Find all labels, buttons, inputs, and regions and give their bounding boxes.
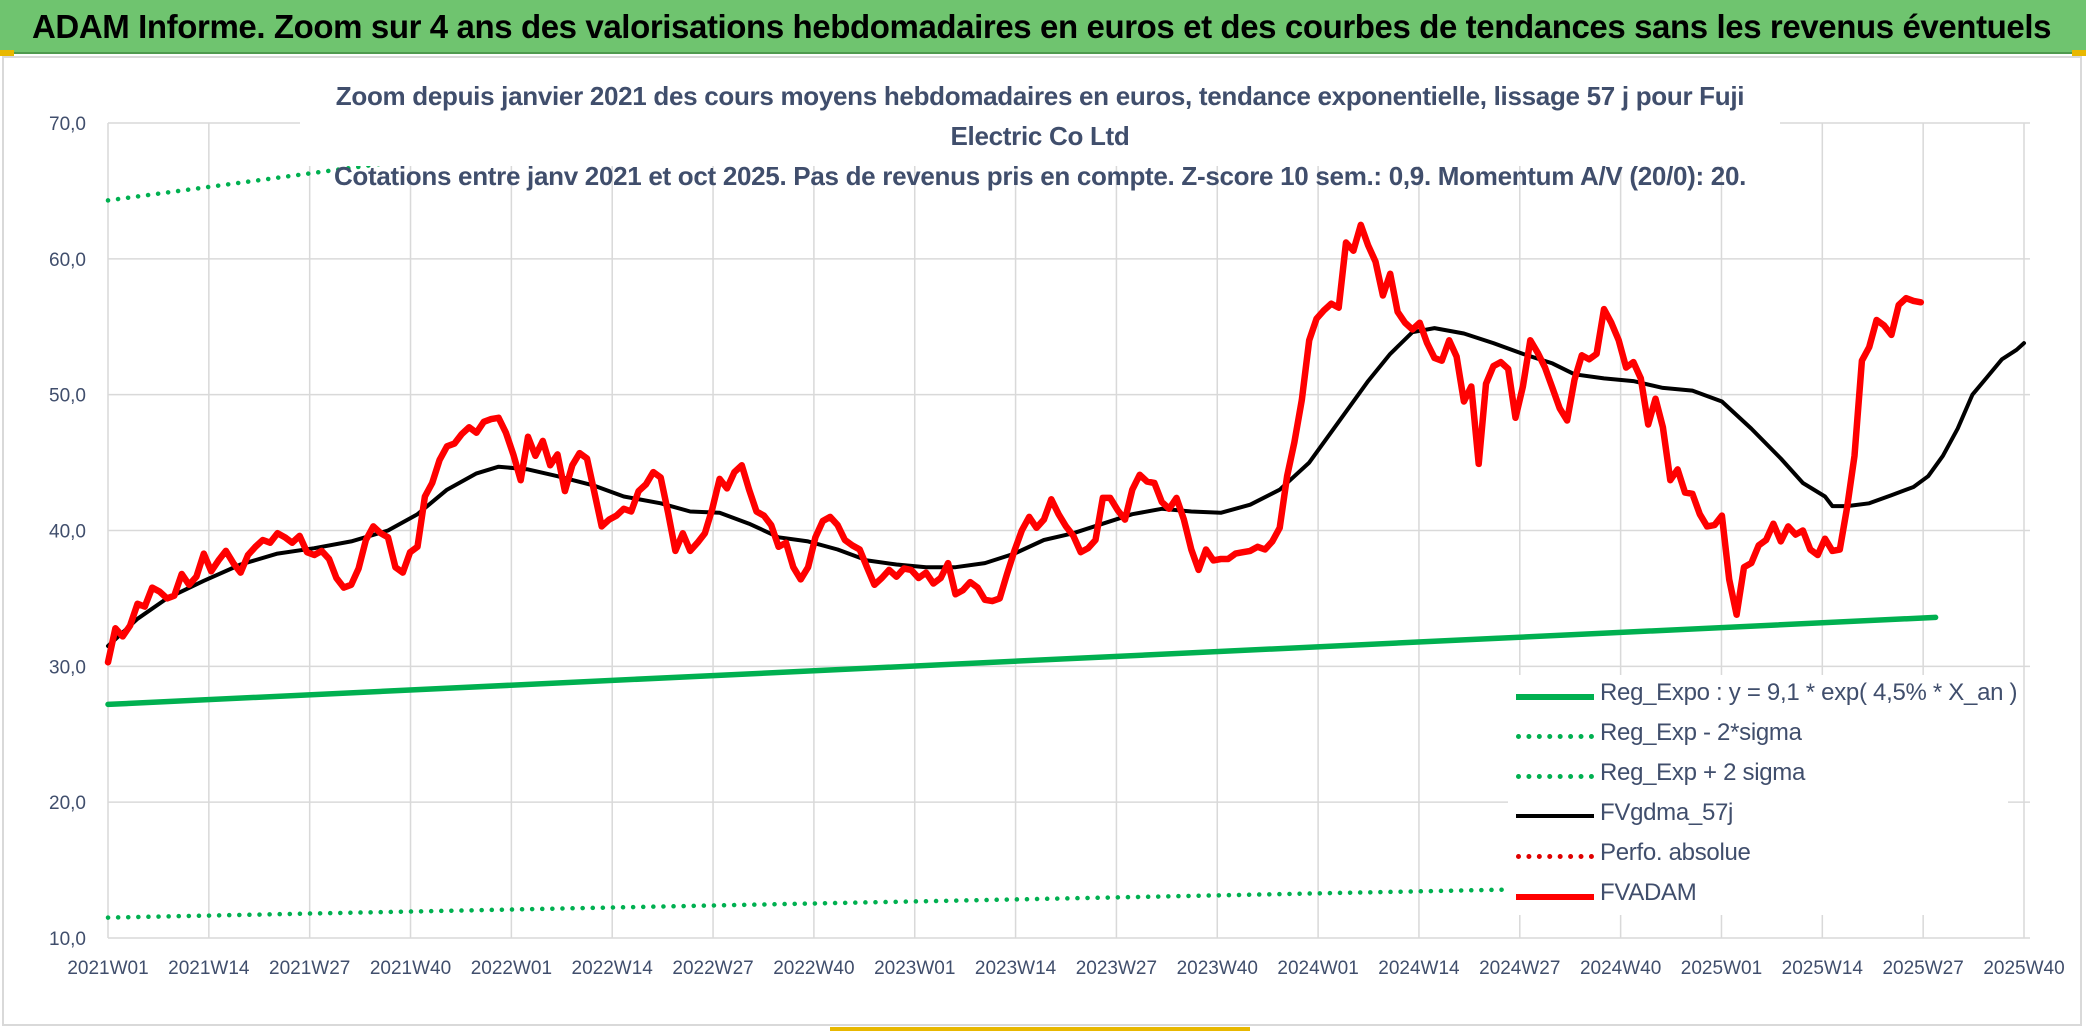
x-tick-label: 2024W40 [1580, 958, 1661, 979]
series-line-3 [106, 326, 2026, 648]
x-tick-label: 2024W01 [1277, 958, 1358, 979]
legend-swatch [1516, 894, 1594, 900]
legend-swatch [1516, 814, 1594, 818]
y-tick-label: 30,0 [49, 657, 86, 678]
banner-accent-right [2072, 50, 2086, 56]
x-tick-label: 2024W14 [1378, 958, 1460, 979]
x-tick-label: 2025W40 [1983, 958, 2064, 979]
x-tick-label: 2025W14 [1782, 958, 1864, 979]
report-banner: ADAM Informe. Zoom sur 4 ans des valoris… [0, 0, 2086, 54]
x-tick-label: 2025W01 [1681, 958, 1762, 979]
banner-accent-left [0, 50, 14, 56]
x-tick-label: 2023W40 [1177, 958, 1258, 979]
x-tick-label: 2025W27 [1882, 958, 1963, 979]
legend-swatch [1516, 734, 1594, 739]
x-tick-label: 2022W27 [672, 958, 753, 979]
x-tick-label: 2023W01 [874, 958, 955, 979]
legend-item: Perfo. absolue [1508, 835, 2008, 875]
legend-swatch [1516, 774, 1594, 779]
legend-item: FVADAM [1508, 875, 2008, 915]
series-line-5 [104, 221, 1925, 666]
chart-title-line2: Cotations entre janv 2021 et oct 2025. P… [333, 161, 1747, 191]
legend-label: Reg_Exp - 2*sigma [1600, 719, 1802, 746]
legend-item: FVgdma_57j [1508, 795, 2008, 835]
y-axis-ticks: 70,0 60,0 50,0 40,0 30,0 20,0 10,0 [49, 114, 86, 950]
x-tick-label: 2021W27 [269, 958, 350, 979]
legend-item: Reg_Exp + 2 sigma [1508, 755, 2008, 795]
legend-label: Perfo. absolue [1600, 839, 1751, 866]
legend-item: Reg_Expo : y = 9,1 * exp( 4,5% * X_an ) [1508, 675, 2018, 715]
chart-legend: Reg_Expo : y = 9,1 * exp( 4,5% * X_an ) R… [1508, 675, 2018, 915]
y-tick-label: 40,0 [49, 522, 86, 543]
legend-label: Reg_Expo : y = 9,1 * exp( 4,5% * X_an ) [1600, 679, 2018, 706]
x-tick-label: 2022W01 [471, 958, 552, 979]
legend-label: FVgdma_57j [1600, 799, 1734, 826]
bottom-accent [830, 1027, 1250, 1031]
chart-area-border [2, 56, 2082, 1026]
x-tick-label: 2022W14 [572, 958, 654, 979]
x-axis-ticks: 2021W01 2021W14 2021W27 2021W40 2022W01 2022W… [67, 958, 2064, 979]
y-tick-label: 70,0 [49, 114, 86, 135]
legend-swatch [1516, 854, 1594, 859]
report-title: ADAM Informe. Zoom sur 4 ans des valoris… [32, 8, 2052, 45]
y-tick-label: 20,0 [49, 793, 86, 814]
x-tick-label: 2024W27 [1479, 958, 1560, 979]
legend-label: Reg_Exp + 2 sigma [1600, 759, 1806, 786]
x-tick-label: 2021W40 [370, 958, 451, 979]
legend-item: Reg_Exp - 2*sigma [1508, 715, 2008, 755]
x-tick-label: 2023W14 [975, 958, 1057, 979]
grid-lines [107, 122, 2030, 939]
x-tick-label: 2022W40 [773, 958, 854, 979]
legend-label: FVADAM [1600, 879, 1697, 906]
y-tick-label: 50,0 [49, 386, 86, 407]
series-line-0 [105, 614, 1939, 708]
y-tick-label: 60,0 [49, 250, 86, 271]
legend-swatch [1516, 694, 1594, 700]
x-tick-label: 2021W14 [168, 958, 250, 979]
x-tick-label: 2021W01 [67, 958, 148, 979]
chart-title-line1: Zoom depuis janvier 2021 des cours moyen… [335, 81, 1745, 151]
x-tick-label: 2023W27 [1076, 958, 1157, 979]
y-tick-label: 10,0 [49, 929, 86, 950]
chart-title-box: Zoom depuis janvier 2021 des cours moyen… [300, 76, 1780, 191]
